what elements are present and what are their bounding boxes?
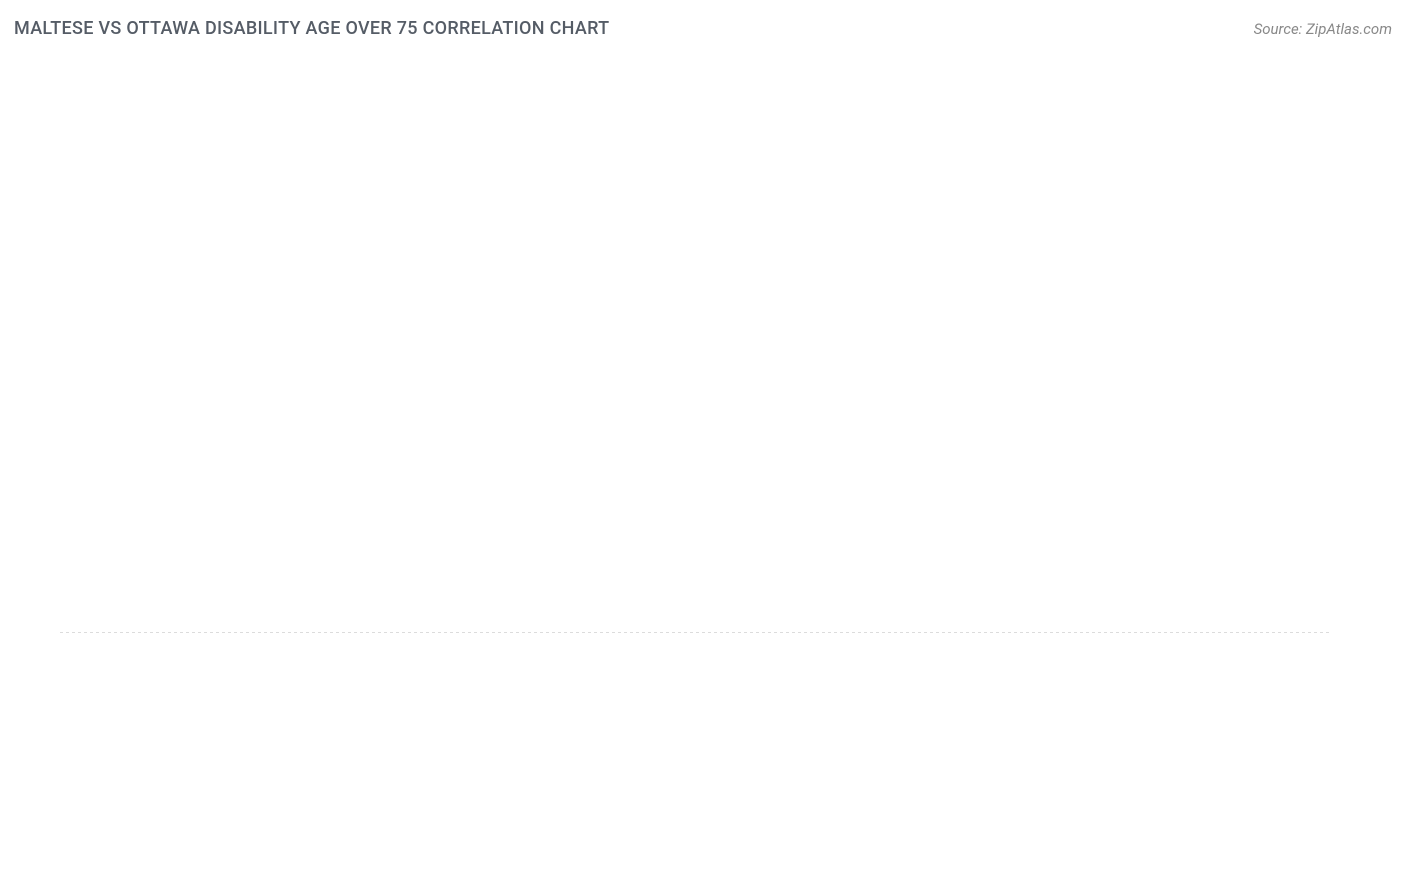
source-label: Source: ZipAtlas.com — [1254, 20, 1392, 38]
chart-container — [14, 56, 1392, 872]
correlation-scatter-chart — [14, 56, 1392, 872]
header: MALTESE VS OTTAWA DISABILITY AGE OVER 75… — [14, 18, 1392, 39]
chart-title: MALTESE VS OTTAWA DISABILITY AGE OVER 75… — [14, 18, 609, 39]
